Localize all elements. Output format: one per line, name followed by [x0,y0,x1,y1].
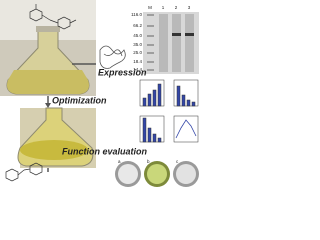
expression-label: Expression [98,67,147,77]
petri-dishes [115,161,199,187]
page: {"labels": {"expression": "Expression", … [0,0,199,187]
lane-label: 3 [188,5,191,10]
graphical-abstract: Expression Optimization Function evaluat… [0,0,199,187]
lane-label: M [148,5,152,10]
dish-label: c [176,159,179,164]
top-flask [0,0,96,96]
marker-label: 66.2 [133,23,142,28]
function-evaluation-label: Function evaluation [62,146,148,156]
molecule [5,162,43,182]
sds-gel [143,12,199,74]
lane-label: 1 [162,5,165,10]
marker-label: 25.0 [133,50,142,55]
dish-label: b [147,159,150,164]
marker-label: 35.0 [133,42,142,47]
marker-label: 14.4 [133,67,142,72]
protein-structure [99,45,126,69]
bottom-flask [17,107,96,168]
marker-label: 45.0 [133,33,142,38]
marker-label: 116.0 [131,12,142,17]
marker-label: 18.4 [133,59,142,64]
lane-label: 2 [175,5,178,10]
optimization-label: Optimization [52,95,107,105]
optimization-charts [139,79,199,143]
dish-label: a [118,159,121,164]
